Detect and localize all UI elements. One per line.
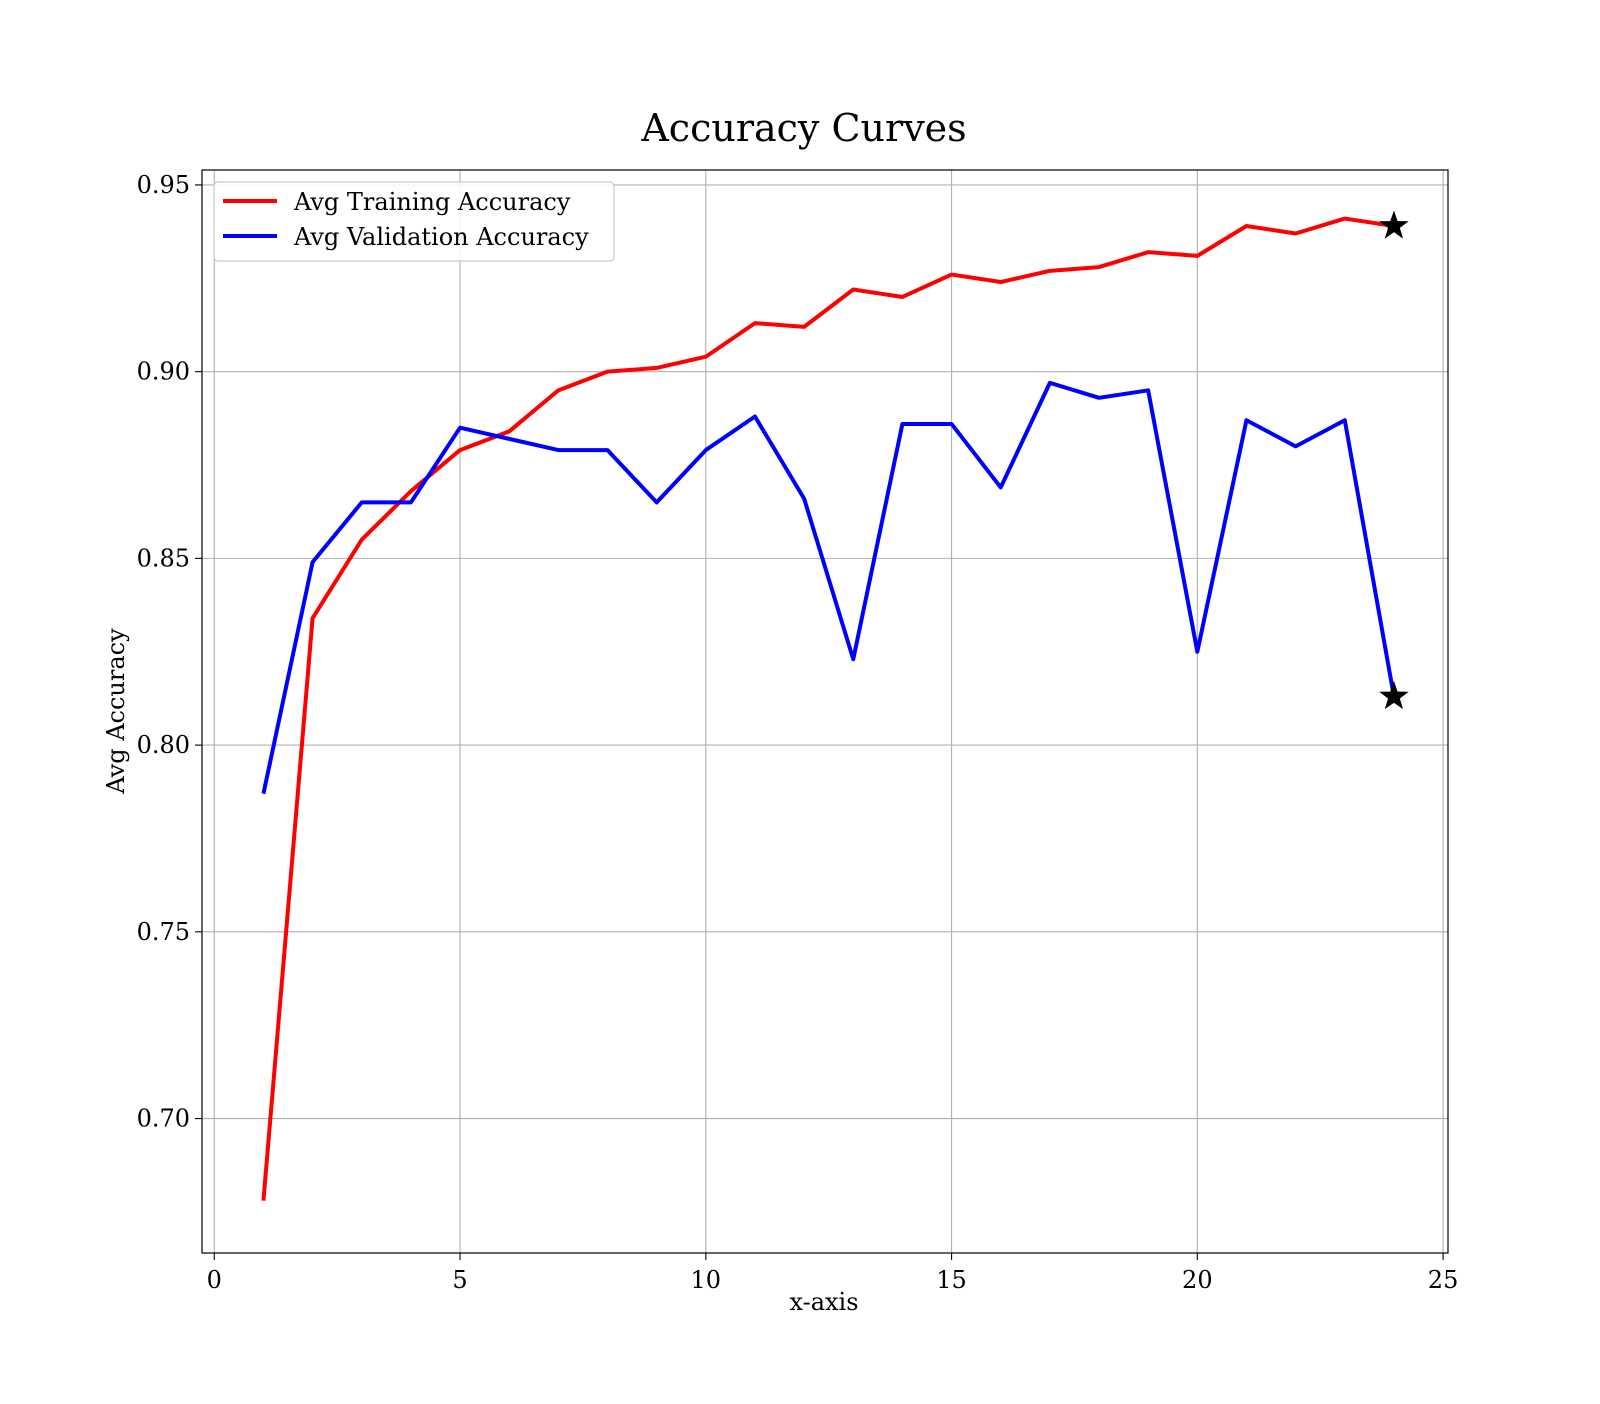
y-axis-label: Avg Accuracy (102, 628, 130, 795)
x-tick-label: 25 (1428, 1266, 1459, 1294)
y-tick-label: 0.80 (137, 731, 190, 759)
y-tick-label: 0.70 (137, 1105, 190, 1133)
x-axis-label: x-axis (789, 1288, 858, 1316)
marker-layer (1379, 210, 1409, 710)
legend-label-validation: Avg Validation Accuracy (293, 223, 589, 251)
legend-label-training: Avg Training Accuracy (293, 188, 571, 216)
x-tick-label: 10 (691, 1266, 722, 1294)
x-tick-label: 0 (207, 1266, 222, 1294)
y-tick-label: 0.90 (137, 358, 190, 386)
x-tick-label: 20 (1182, 1266, 1213, 1294)
plot-frame (201, 169, 1449, 1254)
training-final-star-marker (1379, 210, 1409, 239)
y-tick-label: 0.75 (137, 918, 190, 946)
legend-box (213, 181, 615, 262)
legend: Avg Training Accuracy Avg Validation Acc… (213, 181, 615, 262)
series-layer (261, 216, 1396, 1201)
ticks: 0 5 10 15 20 25 0.70 0.75 0.80 0.85 0.90 0.95 (137, 171, 1459, 1294)
series-line-training (261, 216, 1395, 1201)
x-tick-label: 5 (452, 1266, 467, 1294)
x-tick-label: 15 (936, 1266, 967, 1294)
series-line-validation (261, 380, 1396, 795)
y-tick-label: 0.95 (137, 171, 190, 199)
chart-title: Accuracy Curves (640, 106, 966, 150)
grid (202, 170, 1448, 1253)
validation-final-star-marker (1379, 681, 1409, 710)
y-tick-label: 0.85 (137, 544, 190, 572)
